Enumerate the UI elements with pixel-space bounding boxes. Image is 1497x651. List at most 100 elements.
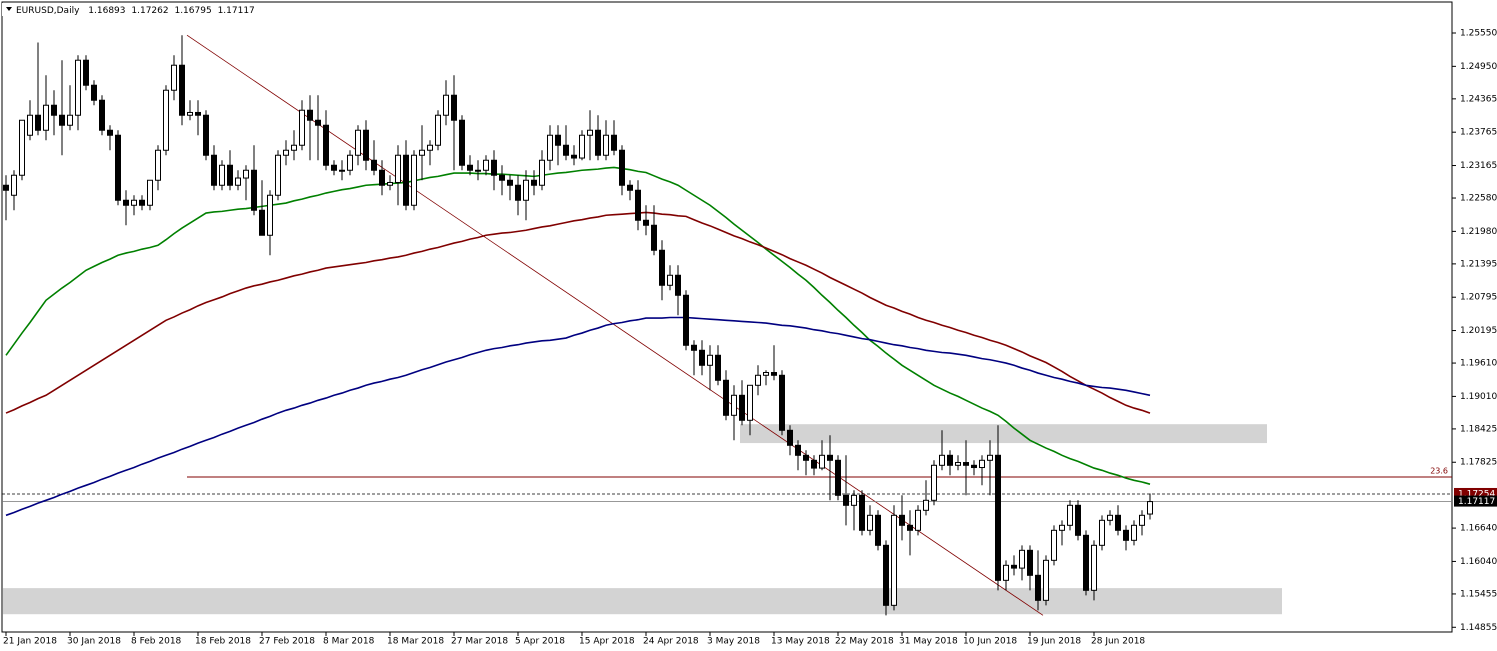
candle-body — [587, 129, 593, 136]
chart-header: EURUSD,Daily 1.16893 1.17262 1.16795 1.1… — [16, 6, 255, 16]
candle-body — [899, 514, 905, 526]
y-tick-label: 1.15455 — [1460, 589, 1497, 599]
candle-body — [283, 149, 289, 156]
candle-body — [883, 544, 889, 606]
candle-body — [803, 454, 809, 461]
y-tick-label: 1.19010 — [1460, 392, 1497, 402]
candle-body — [691, 344, 697, 351]
y-tick-label: 1.20795 — [1460, 293, 1497, 303]
fib-label: 23.6 — [1430, 466, 1448, 475]
candle-body — [755, 374, 761, 386]
candle-body — [763, 372, 769, 376]
candle-body — [99, 99, 105, 131]
candle-body — [611, 134, 617, 151]
candle-body — [43, 104, 49, 131]
bid-tag-box — [1454, 495, 1497, 507]
y-tick-label: 1.23165 — [1460, 161, 1497, 171]
candle-body — [795, 444, 801, 456]
candle-body — [635, 189, 641, 221]
candle-body — [595, 129, 601, 156]
moving-average — [5, 211, 1151, 414]
bid-tag: 1.17117 — [1458, 497, 1495, 507]
candle-body — [1075, 504, 1081, 536]
candle-body — [675, 274, 681, 296]
candle-body — [251, 169, 257, 211]
candle-body — [307, 109, 313, 121]
candle-body — [147, 179, 153, 206]
candle-body — [931, 464, 937, 501]
candle-body — [539, 159, 545, 186]
candle-body — [155, 149, 161, 181]
y-tick-label: 1.14855 — [1460, 623, 1497, 633]
candle-body — [955, 462, 961, 466]
x-tick-label: 30 Jan 2018 — [67, 637, 121, 647]
candle-body — [435, 114, 441, 146]
candle-body — [51, 104, 57, 116]
candle-body — [939, 454, 945, 466]
candle-body — [979, 459, 985, 469]
candle-body — [355, 129, 361, 156]
candle-body — [699, 349, 705, 366]
x-tick-label: 28 Jun 2018 — [1091, 637, 1145, 647]
candle-body — [555, 134, 561, 146]
candle-body — [603, 134, 609, 156]
candle-body — [619, 149, 625, 186]
candle-body — [915, 509, 921, 531]
candle-body — [59, 114, 65, 126]
y-tick-label: 1.16040 — [1460, 557, 1497, 567]
x-tick-label: 21 Jan 2018 — [3, 637, 57, 647]
candle-body — [451, 94, 457, 121]
candle-body — [387, 181, 393, 186]
candle-body — [83, 59, 89, 86]
candle-body — [1123, 529, 1129, 541]
candle-body — [427, 144, 433, 151]
candle-body — [947, 454, 953, 466]
candle-body — [779, 374, 785, 431]
x-tick-label: 18 Mar 2018 — [387, 637, 444, 647]
candle-body — [491, 159, 497, 176]
candle-body — [403, 154, 409, 206]
candle-body — [627, 184, 633, 191]
x-tick-label: 27 Feb 2018 — [259, 637, 315, 647]
moving-average — [5, 166, 1151, 485]
x-tick-label: 18 Feb 2018 — [195, 637, 251, 647]
x-tick-label: 22 May 2018 — [835, 637, 894, 647]
candle-body — [475, 169, 481, 172]
candle-body — [875, 514, 881, 546]
candle-body — [395, 154, 401, 183]
candle-body — [515, 184, 521, 201]
candle-body — [35, 114, 41, 131]
candle-body — [707, 354, 713, 366]
candle-body — [891, 514, 897, 606]
candle-body — [1067, 504, 1073, 526]
candle-body — [75, 59, 81, 116]
candle-body — [523, 179, 529, 201]
candle-body — [211, 154, 217, 186]
candle-body — [771, 372, 777, 376]
x-tick-label: 15 Apr 2018 — [579, 637, 635, 647]
y-tick-label: 1.21395 — [1460, 259, 1497, 269]
candle-body — [1019, 549, 1025, 569]
candle-body — [299, 109, 305, 146]
ask-tag: 1.17254 — [1458, 489, 1495, 499]
candle-body — [275, 154, 281, 196]
moving-average — [5, 316, 1151, 517]
ask-tag-box — [1454, 487, 1497, 499]
candle-body — [827, 454, 833, 461]
header-bg — [2, 3, 302, 16]
candle-body — [1003, 564, 1009, 581]
candle-body — [787, 429, 793, 446]
zone — [3, 588, 1282, 615]
menu-icon[interactable] — [6, 7, 12, 11]
candle-body — [419, 149, 425, 156]
candle-body — [3, 184, 9, 191]
x-tick-label: 24 Apr 2018 — [643, 637, 699, 647]
candle-body — [459, 119, 465, 166]
x-tick-label: 5 Apr 2018 — [515, 637, 565, 647]
candle-body — [91, 84, 97, 101]
candle-body — [667, 274, 673, 286]
candle-body — [651, 224, 657, 251]
candle-body — [531, 179, 537, 186]
candle-body — [379, 169, 385, 186]
